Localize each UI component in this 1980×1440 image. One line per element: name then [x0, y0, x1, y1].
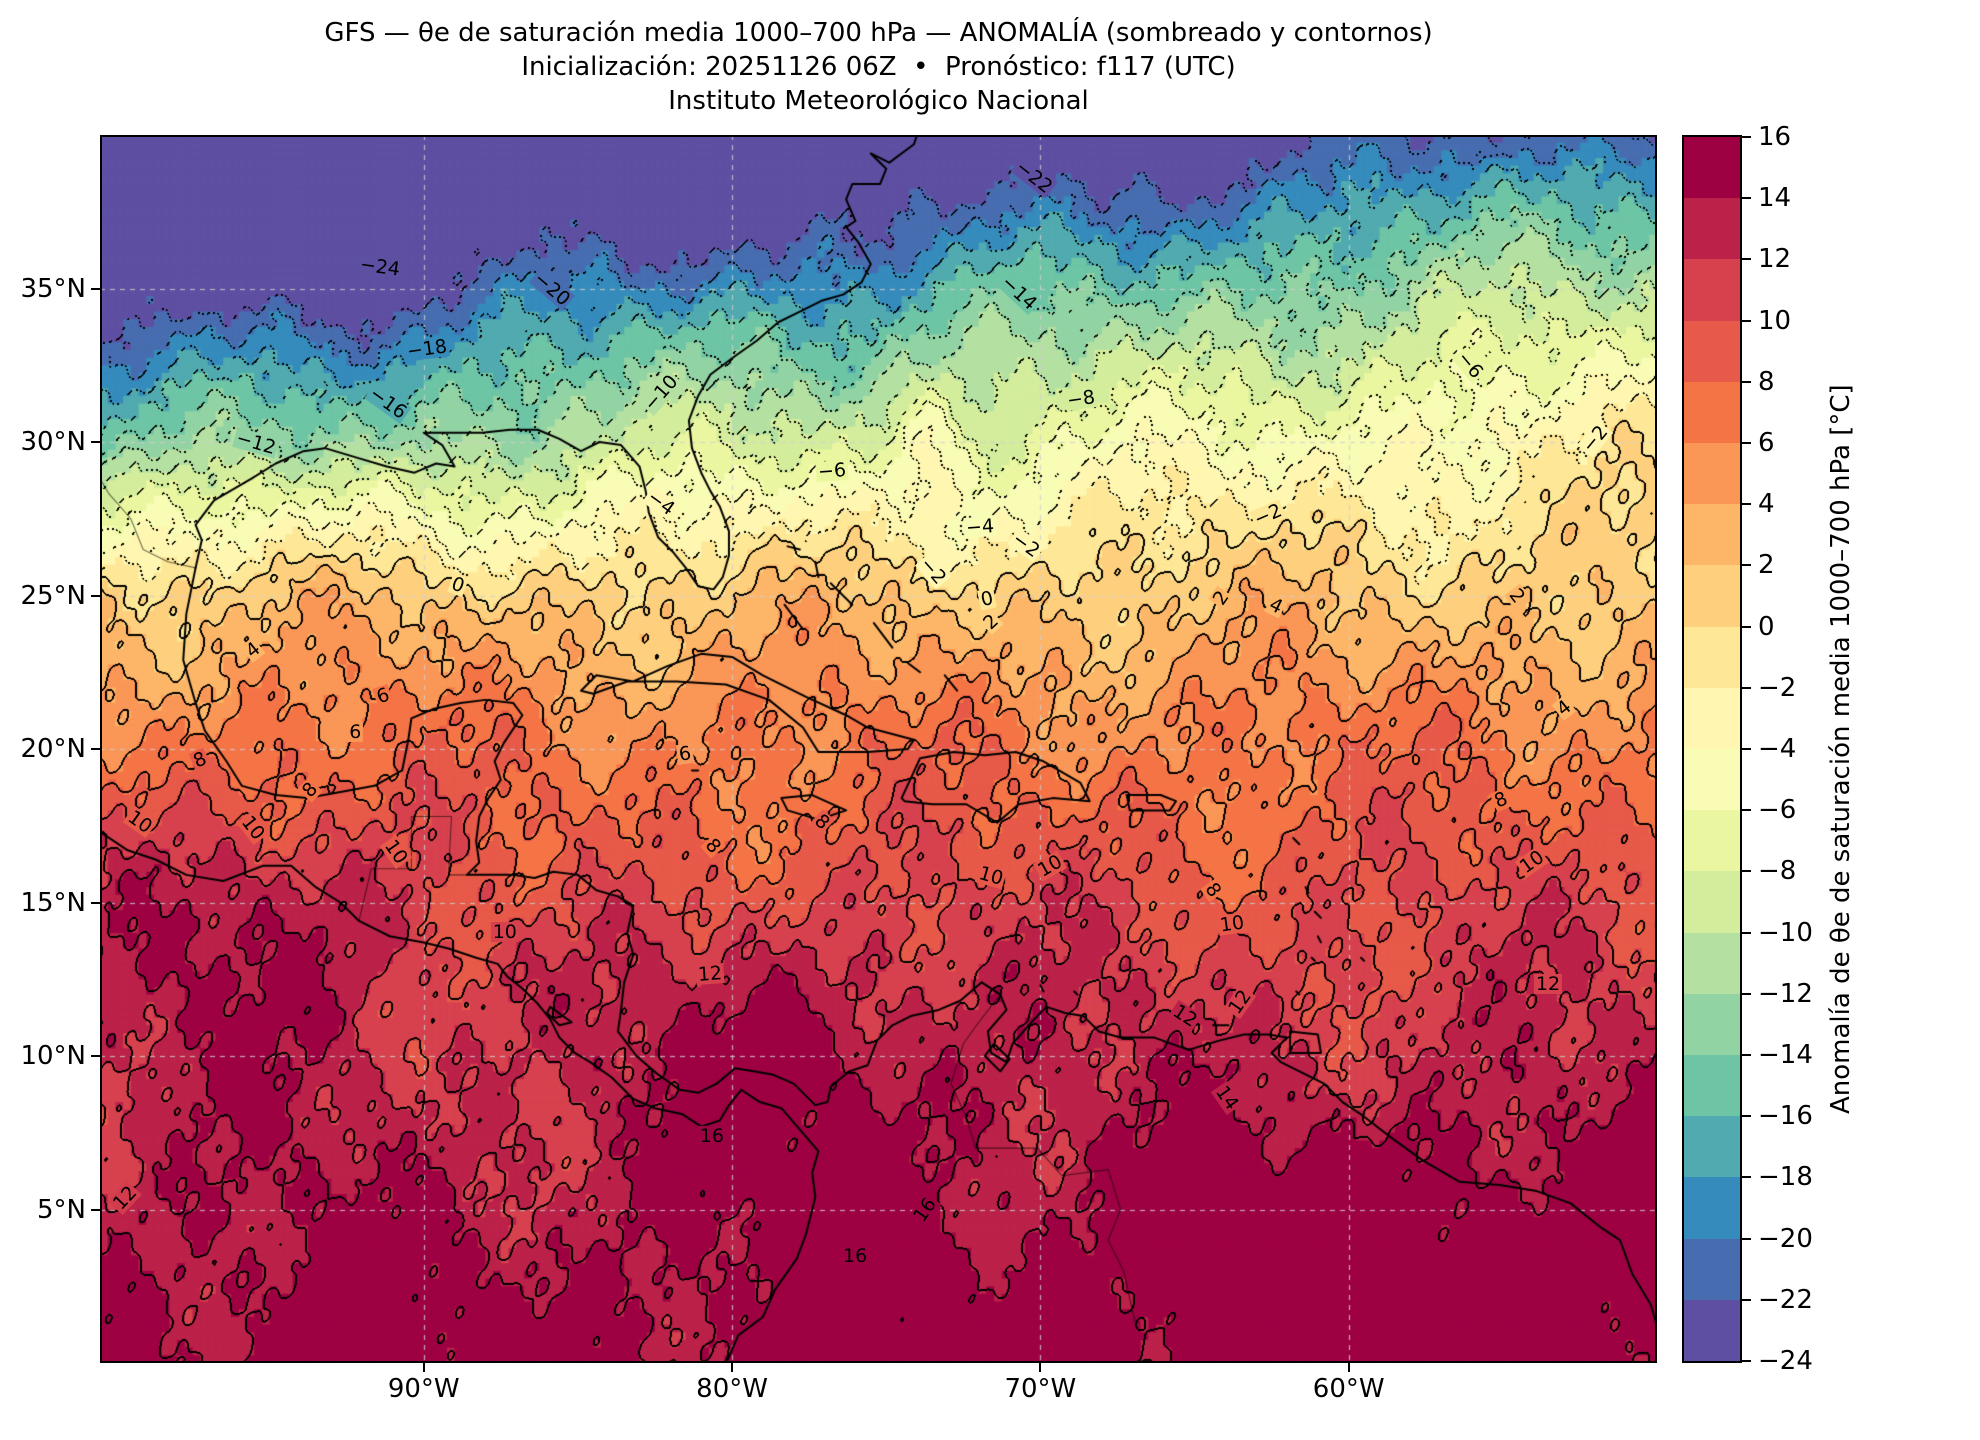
- colorbar-tick-mark: [1742, 748, 1751, 750]
- colorbar-tick-label: 16: [1758, 122, 1792, 152]
- colorbar-tick-mark: [1742, 809, 1751, 812]
- colorbar-band: [1684, 749, 1740, 811]
- map-canvas: [100, 135, 1657, 1363]
- y-tick-mark: [91, 1055, 100, 1057]
- colorbar-band: [1684, 626, 1740, 688]
- x-tick-label: 90°W: [387, 1374, 460, 1404]
- colorbar-tick-label: 10: [1758, 305, 1792, 336]
- colorbar-band: [1684, 1116, 1740, 1178]
- y-tick-label: 25°N: [20, 580, 86, 611]
- colorbar-tick-mark: [1742, 319, 1751, 322]
- colorbar-tick-label: 6: [1758, 428, 1775, 458]
- x-tick-mark: [422, 1363, 425, 1372]
- colorbar-tick-mark: [1742, 625, 1751, 628]
- colorbar: [1682, 135, 1742, 1363]
- y-tick-label: 20°N: [20, 734, 86, 764]
- x-tick-mark: [1039, 1363, 1042, 1372]
- colorbar-tick-mark: [1742, 1176, 1751, 1179]
- colorbar-band: [1684, 1238, 1740, 1300]
- colorbar-tick-mark: [1742, 564, 1751, 567]
- colorbar-tick-label: −18: [1758, 1162, 1813, 1193]
- colorbar-label: Anomalía de θe de saturación media 1000–…: [1826, 384, 1856, 1114]
- colorbar-tick-label: −24: [1758, 1346, 1813, 1376]
- title-line-1: GFS — θe de saturación media 1000–700 hP…: [324, 18, 1433, 48]
- colorbar-tick-label: −22: [1758, 1284, 1813, 1315]
- colorbar-tick-mark: [1742, 380, 1751, 383]
- colorbar-band: [1684, 687, 1740, 750]
- colorbar-band: [1684, 381, 1740, 444]
- colorbar-band: [1684, 443, 1740, 505]
- y-tick-mark: [91, 1208, 100, 1211]
- colorbar-tick-label: −8: [1758, 856, 1797, 887]
- x-tick-mark: [731, 1363, 734, 1372]
- y-tick-label: 15°N: [20, 887, 86, 918]
- x-tick-label: 80°W: [696, 1374, 768, 1404]
- y-tick-label: 35°N: [20, 273, 86, 304]
- y-tick-label: 5°N: [37, 1194, 86, 1225]
- title-line-3: Instituto Meteorológico Nacional: [668, 86, 1089, 116]
- colorbar-band: [1684, 259, 1740, 321]
- colorbar-tick-label: 14: [1758, 183, 1792, 214]
- x-tick-label: 70°W: [1004, 1374, 1077, 1404]
- colorbar-tick-label: −14: [1758, 1040, 1813, 1070]
- colorbar-tick-mark: [1742, 870, 1751, 873]
- figure-title: GFS — θe de saturación media 1000–700 hP…: [100, 16, 1657, 118]
- colorbar-band: [1684, 1055, 1740, 1117]
- colorbar-tick-label: −2: [1758, 672, 1797, 703]
- colorbar-tick-mark: [1742, 1237, 1751, 1240]
- colorbar-tick-mark: [1742, 931, 1751, 934]
- colorbar-tick-mark: [1742, 1054, 1751, 1056]
- colorbar-tick-label: −6: [1758, 795, 1797, 826]
- colorbar-tick-label: 0: [1758, 611, 1775, 642]
- colorbar-band: [1684, 871, 1740, 933]
- colorbar-band: [1684, 198, 1740, 260]
- colorbar-tick-mark: [1742, 197, 1751, 200]
- title-line-2: Inicialización: 20251126 06Z • Pronóstic…: [521, 52, 1236, 82]
- y-tick-mark: [91, 748, 100, 750]
- colorbar-band: [1684, 1299, 1740, 1362]
- y-tick-label: 30°N: [20, 427, 86, 457]
- colorbar-tick-label: −12: [1758, 978, 1813, 1009]
- colorbar-tick-mark: [1742, 1360, 1751, 1362]
- x-tick-label: 60°W: [1312, 1374, 1385, 1404]
- colorbar-tick-label: 8: [1758, 366, 1775, 397]
- colorbar-tick-mark: [1742, 136, 1751, 138]
- colorbar-band: [1684, 932, 1740, 994]
- y-tick-mark: [91, 287, 100, 290]
- colorbar-tick-mark: [1742, 686, 1751, 689]
- map-plot: −24 −20 −18 −16 −22 −14 −12 −10 −8 −6 −6 −4 −4 −2 −2 −2…: [100, 135, 1657, 1363]
- y-tick-mark: [91, 901, 100, 904]
- colorbar-band: [1684, 1177, 1740, 1239]
- colorbar-band: [1684, 320, 1740, 382]
- colorbar-band: [1684, 993, 1740, 1056]
- colorbar-band: [1684, 810, 1740, 872]
- colorbar-tick-label: −10: [1758, 917, 1813, 948]
- colorbar-tick-mark: [1742, 503, 1751, 506]
- y-tick-label: 10°N: [20, 1041, 86, 1071]
- x-tick-mark: [1347, 1363, 1350, 1372]
- colorbar-band: [1684, 504, 1740, 566]
- colorbar-tick-label: −16: [1758, 1101, 1813, 1132]
- y-tick-mark: [91, 441, 100, 443]
- colorbar-tick-label: 12: [1758, 244, 1792, 275]
- colorbar-tick-mark: [1742, 258, 1751, 261]
- colorbar-tick-mark: [1742, 1115, 1751, 1118]
- colorbar-band: [1684, 565, 1740, 627]
- colorbar-tick-mark: [1742, 992, 1751, 995]
- colorbar-tick-mark: [1742, 1298, 1751, 1301]
- colorbar-tick-label: 4: [1758, 489, 1775, 520]
- colorbar-tick-label: 2: [1758, 550, 1775, 581]
- colorbar-tick-label: −4: [1758, 734, 1797, 764]
- colorbar-tick-label: −20: [1758, 1223, 1813, 1254]
- colorbar-band: [1684, 137, 1740, 199]
- colorbar-tick-mark: [1742, 442, 1751, 444]
- y-tick-mark: [91, 594, 100, 597]
